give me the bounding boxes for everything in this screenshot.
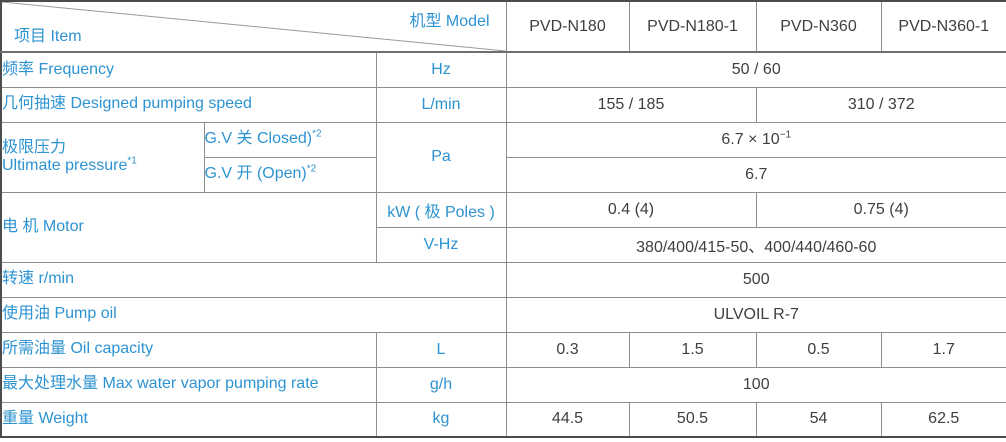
motor-voltage-value: 380/400/415-50、400/440/460-60 — [505, 226, 1006, 263]
model-header-pvd-n180: PVD-N180 — [505, 0, 630, 53]
header-row: 机型 Model 项目 Item PVD-N180 PVD-N180-1 PVD… — [0, 0, 1006, 53]
frequency-value: 50 / 60 — [505, 51, 1006, 88]
motor-power-n180: 0.4 (4) — [505, 191, 757, 228]
gv-closed-label: G.V 关 Closed)*2 — [203, 121, 377, 158]
oil-capacity-n180: 0.3 — [505, 331, 630, 368]
ultimate-pressure-open-value: 6.7 — [505, 156, 1006, 193]
corner-model-label: 机型 Model — [409, 13, 490, 30]
closed-value-base: 6.7 × 10 — [721, 130, 780, 148]
row-motor-power: 电 机 Motor kW ( 极 Poles ) 0.4 (4) 0.75 (4… — [0, 191, 1006, 263]
row-frequency: 频率 Frequency Hz 50 / 60 — [0, 51, 1006, 88]
row-water-vapor: 最大处理水量 Max water vapor pumping rate g/h … — [0, 366, 1006, 403]
ultimate-pressure-unit: Pa — [375, 121, 507, 193]
diagonal-divider — [2, 2, 506, 51]
pumping-speed-value-n180: 155 / 185 — [505, 86, 757, 123]
water-vapor-value: 100 — [505, 366, 1006, 403]
motor-power-unit: kW ( 极 Poles ) — [375, 191, 507, 228]
motor-voltage-unit: V-Hz — [375, 226, 507, 263]
weight-n360: 54 — [755, 401, 882, 438]
gv-open-text: G.V 开 (Open) — [204, 165, 307, 183]
row-oil-capacity: 所需油量 Oil capacity L 0.3 1.5 0.5 1.7 — [0, 331, 1006, 368]
weight-n180-1: 50.5 — [628, 401, 757, 438]
weight-label: 重量 Weight — [0, 401, 377, 438]
row-weight: 重量 Weight kg 44.5 50.5 54 62.5 — [0, 401, 1006, 438]
corner-cell: 机型 Model 项目 Item — [0, 0, 507, 53]
ultimate-pressure-closed-value: 6.7 × 10−1 — [505, 121, 1006, 158]
oil-capacity-n180-1: 1.5 — [628, 331, 757, 368]
gv-open-label: G.V 开 (Open)*2 — [203, 156, 377, 193]
row-rotation-speed: 转速 r/min 500 — [0, 261, 1006, 298]
row-ultimate-pressure-closed: 极限压力 Ultimate pressure*1 G.V 关 Closed)*2… — [0, 121, 1006, 193]
motor-label: 电 机 Motor — [0, 191, 377, 263]
oil-capacity-unit: L — [375, 331, 507, 368]
water-vapor-unit: g/h — [375, 366, 507, 403]
weight-n360-1: 62.5 — [880, 401, 1006, 438]
ultimate-pressure-note: *1 — [127, 155, 137, 167]
frequency-label: 频率 Frequency — [0, 51, 377, 88]
motor-power-n360: 0.75 (4) — [755, 191, 1006, 228]
closed-value-exponent: −1 — [779, 129, 792, 141]
model-header-pvd-n180-1: PVD-N180-1 — [628, 0, 757, 53]
pumping-speed-unit: L/min — [375, 86, 507, 123]
oil-capacity-label: 所需油量 Oil capacity — [0, 331, 377, 368]
pumping-speed-value-n360: 310 / 372 — [755, 86, 1006, 123]
gv-closed-text: G.V 关 Closed) — [204, 130, 313, 148]
oil-capacity-n360-1: 1.7 — [880, 331, 1006, 368]
pumping-speed-label: 几何抽速 Designed pumping speed — [0, 86, 377, 123]
gv-closed-note: *2 — [312, 128, 322, 140]
rotation-speed-label: 转速 r/min — [0, 261, 507, 298]
model-header-pvd-n360: PVD-N360 — [755, 0, 882, 53]
weight-unit: kg — [375, 401, 507, 438]
oil-capacity-n360: 0.5 — [755, 331, 882, 368]
ultimate-pressure-label-en: Ultimate pressure — [2, 157, 128, 174]
ultimate-pressure-label: 极限压力 Ultimate pressure*1 — [0, 121, 205, 193]
row-pump-oil: 使用油 Pump oil ULVOIL R-7 — [0, 296, 1006, 333]
water-vapor-label: 最大处理水量 Max water vapor pumping rate — [0, 366, 377, 403]
ultimate-pressure-label-cn: 极限压力 — [2, 138, 67, 156]
frequency-unit: Hz — [375, 51, 507, 88]
corner-item-label: 项目 Item — [14, 28, 82, 45]
gv-open-note: *2 — [306, 163, 317, 175]
model-header-pvd-n360-1: PVD-N360-1 — [880, 0, 1006, 53]
weight-n180: 44.5 — [505, 401, 630, 438]
rotation-speed-value: 500 — [505, 261, 1006, 298]
pump-oil-label: 使用油 Pump oil — [0, 296, 507, 333]
row-pumping-speed: 几何抽速 Designed pumping speed L/min 155 / … — [0, 86, 1006, 123]
pump-oil-value: ULVOIL R-7 — [505, 296, 1006, 333]
